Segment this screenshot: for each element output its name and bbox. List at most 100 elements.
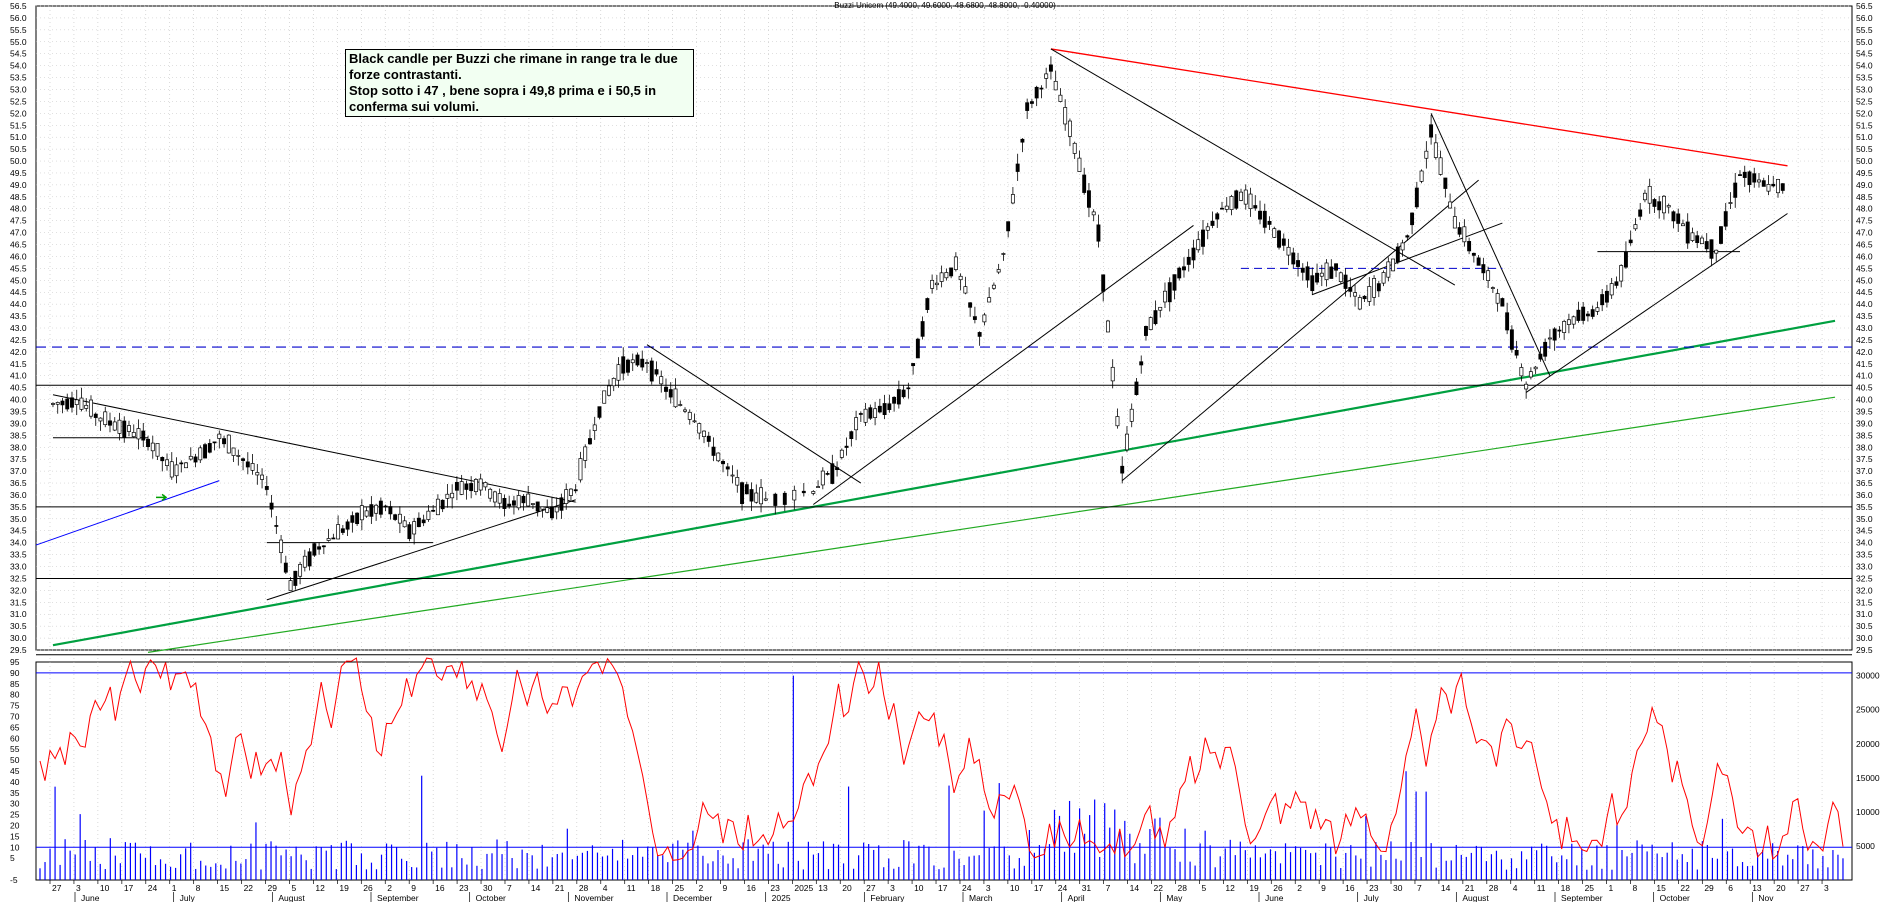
x-tick-label-day: 9 — [1321, 883, 1326, 893]
x-tick-label-day: 18 — [1561, 883, 1571, 893]
candle-body — [307, 551, 312, 567]
candle-body — [84, 404, 89, 409]
x-tick-label-day: 10 — [1010, 883, 1020, 893]
candle-body — [1662, 195, 1666, 214]
candle-body — [673, 388, 678, 408]
y-tick-label-left: 50.5 — [10, 144, 27, 154]
candle-body — [721, 460, 725, 465]
candle-body — [972, 316, 977, 320]
y-tick-label-right: 49.0 — [1856, 180, 1873, 190]
candle-body — [1300, 267, 1305, 273]
y-tick-label-right: 48.0 — [1856, 204, 1873, 214]
candle-body — [1709, 239, 1714, 259]
candle-body — [355, 512, 360, 525]
candle-body — [901, 389, 906, 398]
candle-body — [1077, 157, 1082, 172]
candle-body — [1742, 171, 1747, 178]
candle-body — [896, 389, 901, 405]
candle-body — [640, 358, 645, 368]
candle-body — [1414, 187, 1419, 208]
candle-body — [1267, 220, 1272, 225]
candle-body — [1253, 205, 1258, 209]
y-tick-label-right: 36.5 — [1856, 478, 1873, 488]
x-tick-label-day: 20 — [842, 883, 852, 893]
candle-body — [697, 423, 702, 434]
candle-body — [725, 466, 730, 470]
candle-body — [692, 420, 697, 423]
green-right-arrow-icon — [156, 493, 168, 501]
x-tick-label-day: 24 — [962, 883, 972, 893]
x-tick-label-day: 9 — [723, 883, 728, 893]
candle-body — [683, 409, 687, 412]
y-tick-label-left: 45.0 — [10, 275, 27, 285]
candle-body — [1642, 192, 1647, 201]
osc-tick-label-left: 25 — [10, 810, 20, 820]
candle-body — [492, 491, 497, 503]
candle-body — [759, 487, 763, 505]
drawn-trendline-6 — [1430, 113, 1551, 376]
candle-body — [1500, 298, 1505, 307]
x-tick-label-day: 30 — [1393, 883, 1403, 893]
y-tick-label-right: 45.5 — [1856, 263, 1873, 273]
x-tick-label-day: 25 — [675, 883, 685, 893]
annotation-line-1: Black candle per Buzzi che rimane in ran… — [349, 51, 678, 66]
candle-body — [754, 492, 759, 503]
candle-body — [1167, 282, 1172, 303]
x-tick-label-day: 2 — [699, 883, 704, 893]
candle-body — [526, 493, 531, 507]
y-tick-label-right: 53.5 — [1856, 73, 1873, 83]
candle-body — [668, 389, 673, 398]
y-tick-label-right: 55.0 — [1856, 37, 1873, 47]
candle-body — [488, 488, 493, 499]
candle-body — [801, 490, 806, 494]
candle-body — [383, 505, 388, 508]
candle-body — [1581, 306, 1586, 321]
y-tick-label-right: 34.5 — [1856, 526, 1873, 536]
drawn-trendline-5 — [1121, 179, 1479, 482]
candle-body — [915, 338, 920, 359]
candle-body — [621, 356, 626, 374]
y-tick-label-left: 54.0 — [10, 61, 27, 71]
candle-body — [583, 446, 588, 461]
candle-body — [179, 462, 184, 465]
candle-body — [1015, 163, 1020, 172]
x-tick-label-day: 7 — [1106, 883, 1111, 893]
candle-body — [1172, 274, 1177, 291]
candle-body — [1476, 257, 1481, 266]
candle-body — [953, 256, 958, 270]
y-tick-label-left: 30.0 — [10, 633, 27, 643]
candle-body — [108, 420, 112, 426]
candle-body — [607, 385, 611, 396]
candle-body — [269, 502, 274, 510]
candle-body — [1305, 266, 1310, 281]
candle-body — [763, 498, 768, 501]
y-tick-label-left: 52.5 — [10, 96, 27, 106]
x-tick-label-day: 24 — [148, 883, 158, 893]
candle-body — [1752, 173, 1757, 183]
candle-body — [1381, 272, 1386, 284]
osc-tick-label-left: 5 — [10, 853, 15, 863]
candle-body — [1666, 205, 1671, 208]
candle-body — [469, 483, 474, 492]
y-tick-label-right: 42.5 — [1856, 335, 1873, 345]
x-tick-label-day: 2 — [387, 883, 392, 893]
x-tick-label-day: 1 — [1609, 883, 1614, 893]
candle-body — [1376, 283, 1381, 292]
candle-body — [1400, 242, 1405, 251]
candle-body — [1120, 465, 1125, 474]
candle-body — [706, 435, 711, 442]
candle-body — [89, 399, 93, 417]
y-tick-label-left: 35.0 — [10, 514, 27, 524]
y-tick-label-left: 34.5 — [10, 526, 27, 536]
y-tick-label-left: 32.5 — [10, 573, 27, 583]
candle-body — [521, 495, 526, 504]
x-tick-label-day: 29 — [1704, 883, 1714, 893]
candle-body — [996, 269, 1001, 273]
drawn-trendline-3 — [813, 225, 1194, 505]
x-tick-label-day: 22 — [244, 883, 254, 893]
candle-body — [920, 321, 925, 337]
candle-body — [1048, 64, 1053, 72]
candle-body — [222, 438, 226, 445]
x-tick-label-month: June — [1265, 893, 1284, 902]
